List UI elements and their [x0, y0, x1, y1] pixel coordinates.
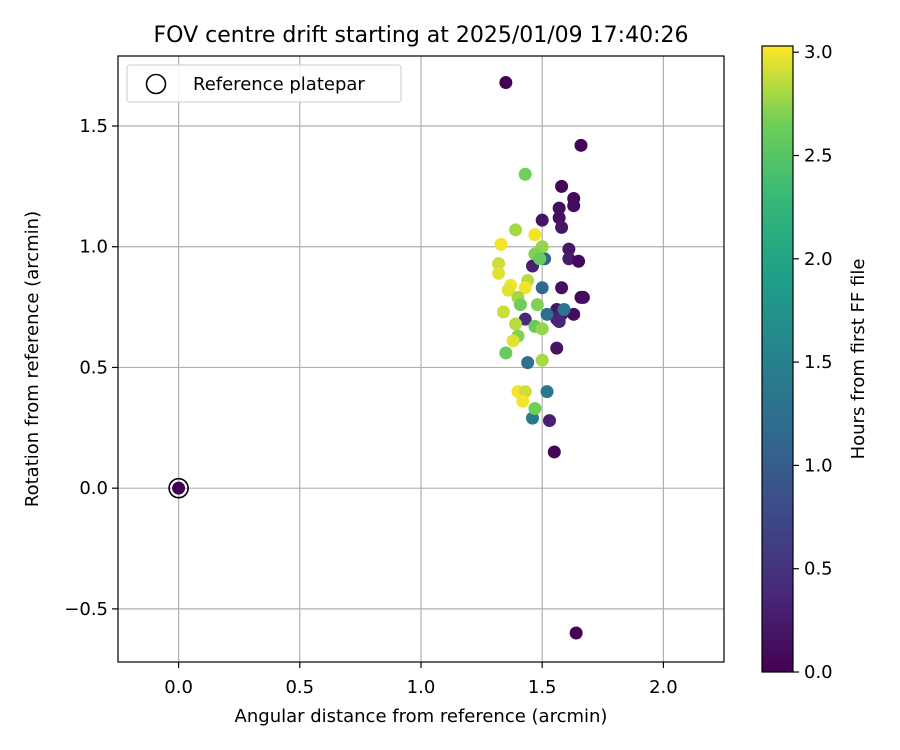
legend-label: Reference platepar	[193, 74, 365, 95]
x-axis-label: Angular distance from reference (arcmin)	[235, 706, 608, 727]
legend-marker-icon	[145, 73, 167, 95]
x-tick-label: 2.0	[649, 677, 678, 698]
colorbar-label: Hours from first FF file	[848, 259, 869, 460]
data-point	[499, 76, 513, 90]
data-point	[557, 303, 571, 317]
colorbar-tick-label: 0.0	[804, 662, 833, 683]
data-point	[533, 252, 547, 266]
data-point	[492, 266, 506, 280]
legend-box	[126, 64, 402, 103]
data-point	[572, 254, 586, 268]
data-point	[501, 283, 515, 297]
data-point	[509, 223, 523, 237]
data-point	[516, 394, 530, 408]
colorbar-tick-label: 1.5	[804, 352, 833, 373]
scatter-points	[168, 76, 590, 640]
data-point	[521, 356, 535, 370]
data-point	[540, 307, 554, 321]
colorbar-ticks: 0.0 0.5 1.0 1.5 2.0 2.5 3.0	[793, 42, 833, 683]
legend: Reference platepar	[126, 64, 402, 103]
reference-platepar-marker	[168, 477, 189, 499]
colorbar-tick-label: 1.0	[804, 455, 833, 476]
y-tick-label: −0.5	[64, 599, 108, 620]
x-axis-ticks: 0.0 0.5 1.0 1.5 2.0	[164, 662, 678, 698]
data-point	[535, 322, 549, 336]
x-tick-label: 1.5	[528, 677, 557, 698]
data-point	[574, 138, 588, 152]
data-point	[567, 199, 581, 213]
data-point	[494, 237, 508, 251]
data-point	[562, 242, 576, 256]
data-point	[518, 167, 532, 181]
x-tick-label: 0.0	[164, 677, 193, 698]
colorbar: 0.0 0.5 1.0 1.5 2.0 2.5 3.0 Hours from first F…	[761, 42, 869, 683]
data-point	[540, 385, 554, 399]
data-point	[535, 213, 549, 227]
data-point	[555, 281, 569, 295]
data-point	[530, 298, 544, 312]
data-point	[509, 317, 523, 331]
y-axis-label: Rotation from reference (arcmin)	[22, 211, 43, 507]
data-point	[518, 312, 532, 326]
data-point	[528, 401, 542, 415]
y-tick-label: 1.0	[79, 237, 108, 258]
data-point	[499, 346, 513, 360]
data-point	[542, 414, 556, 428]
chart-title: FOV centre drift starting at 2025/01/09 …	[154, 23, 689, 48]
data-point	[528, 228, 542, 242]
data-point	[552, 201, 566, 215]
y-tick-label: 0.0	[79, 478, 108, 499]
x-tick-label: 0.5	[285, 677, 314, 698]
data-point	[576, 290, 590, 304]
data-point	[506, 334, 520, 348]
data-point	[555, 220, 569, 234]
data-point	[172, 481, 186, 495]
colorbar-tick-label: 3.0	[804, 42, 833, 63]
data-point	[555, 179, 569, 193]
grid-lines	[118, 56, 724, 662]
y-tick-label: 0.5	[79, 357, 108, 378]
data-point	[513, 298, 527, 312]
data-point	[518, 281, 532, 295]
y-tick-label: 1.5	[79, 116, 108, 137]
colorbar-tick-label: 0.5	[804, 559, 833, 580]
x-tick-label: 1.0	[407, 677, 436, 698]
y-axis-ticks: −0.5 0.0 0.5 1.0 1.5	[64, 116, 118, 620]
data-point	[492, 257, 506, 271]
data-point	[496, 305, 510, 319]
colorbar-tick-label: 2.0	[804, 249, 833, 270]
colorbar-gradient	[761, 45, 794, 673]
data-point	[569, 626, 583, 640]
data-point	[552, 315, 566, 329]
data-point	[567, 307, 581, 321]
colorbar-tick-label: 2.5	[804, 145, 833, 166]
data-point	[550, 341, 564, 355]
data-point	[535, 353, 549, 367]
data-point	[547, 445, 561, 459]
data-point	[535, 281, 549, 295]
